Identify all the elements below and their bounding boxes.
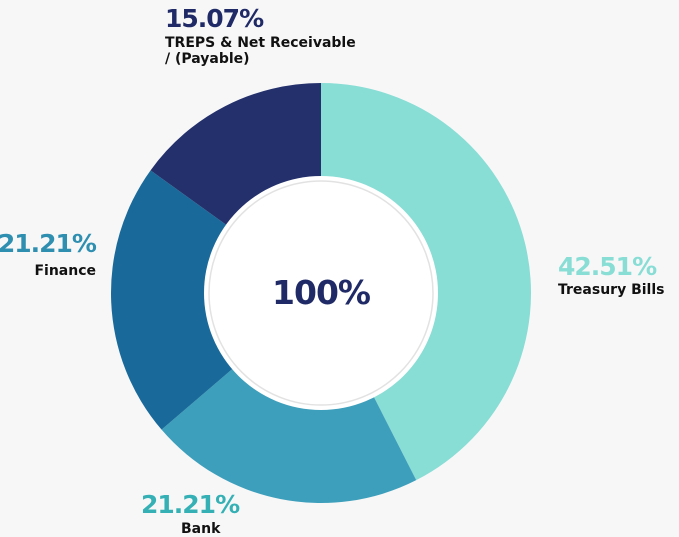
donut-hole-ring — [208, 180, 434, 406]
slice-value-label-1: 21.21% — [141, 490, 240, 519]
slice-name-label-2: Finance — [34, 263, 96, 279]
slice-name-label-0: Treasury Bills — [558, 282, 664, 298]
slice-name-label-3-line-1: / (Payable) — [165, 51, 250, 67]
slice-labels: 42.51%Treasury Bills 21.21% Bank 21.21% Fina… — [0, 4, 664, 537]
slice-1 — [161, 365, 417, 503]
slice-name-label-1: Bank — [181, 521, 221, 537]
slice-value-label-0: 42.51% — [558, 252, 657, 281]
donut-slices — [110, 83, 531, 503]
donut-hole — [204, 176, 438, 410]
slice-name-label-3-line-0: TREPS & Net Receivable — [165, 35, 356, 51]
slice-0 — [321, 83, 531, 481]
slice-2 — [110, 170, 236, 430]
slice-value-label-3: 15.07% — [165, 4, 264, 33]
slice-3 — [150, 83, 321, 228]
slice-value-label-2: 21.21% — [0, 229, 97, 258]
center-total-label: 100% — [272, 273, 371, 312]
